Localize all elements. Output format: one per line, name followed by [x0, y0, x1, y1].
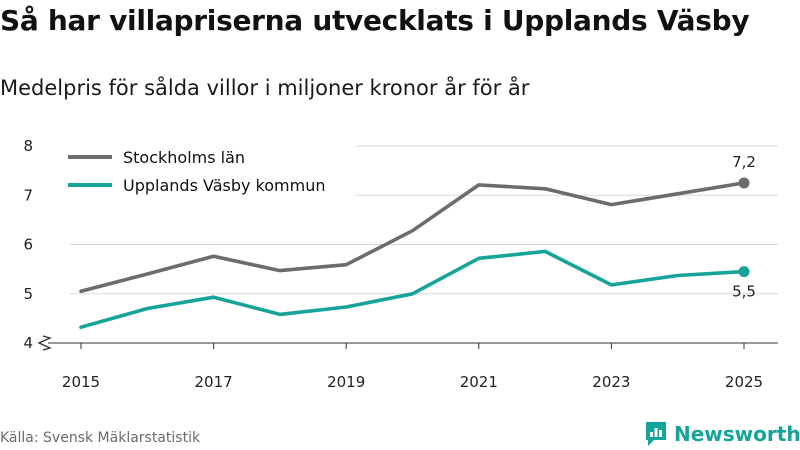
y-tick-label: 8 [23, 137, 33, 155]
y-tick-label: 4 [23, 334, 33, 352]
axis-break-icon [37, 335, 52, 351]
y-tick-label: 6 [23, 236, 33, 254]
series-line-1 [79, 249, 746, 330]
x-tick-label: 2017 [195, 373, 233, 391]
series-end-point-1 [738, 266, 750, 278]
source-note: Källa: Svensk Mäklarstatistik [0, 430, 201, 446]
y-axis-ticks: 4 5 6 7 8 [23, 137, 33, 352]
brand-name: Newsworthy [674, 422, 800, 446]
y-tick-label: 7 [23, 186, 33, 204]
series-end-label-0: 7,2 [732, 153, 756, 171]
legend-label-upplands-vasby: Upplands Väsby kommun [123, 176, 325, 195]
y-tick-label: 5 [23, 285, 33, 303]
chart-title: Så har villapriserna utvecklats i Upplan… [0, 4, 750, 37]
x-tick-label: 2015 [62, 373, 100, 391]
series-layer: 7,2 5,5 [79, 153, 756, 330]
x-tick-label: 2019 [327, 373, 365, 391]
x-axis-ticks: 2015 2017 2019 2021 2023 2025 [62, 343, 763, 391]
x-tick-label: 2025 [725, 373, 763, 391]
x-tick-label: 2023 [592, 373, 630, 391]
series-line-0 [79, 181, 746, 294]
newsworthy-logo-icon [646, 422, 666, 446]
x-axis [37, 335, 778, 351]
legend: Stockholms län Upplands Väsby kommun [58, 140, 356, 208]
legend-background [58, 140, 356, 208]
legend-label-stockholms-lan: Stockholms län [123, 148, 245, 167]
x-tick-label: 2021 [460, 373, 498, 391]
series-end-label-1: 5,5 [732, 283, 756, 301]
brand: Newsworthy [644, 420, 800, 448]
series-end-point-0 [738, 177, 750, 189]
chart-subtitle: Medelpris för sålda villor i miljoner kr… [0, 76, 530, 100]
